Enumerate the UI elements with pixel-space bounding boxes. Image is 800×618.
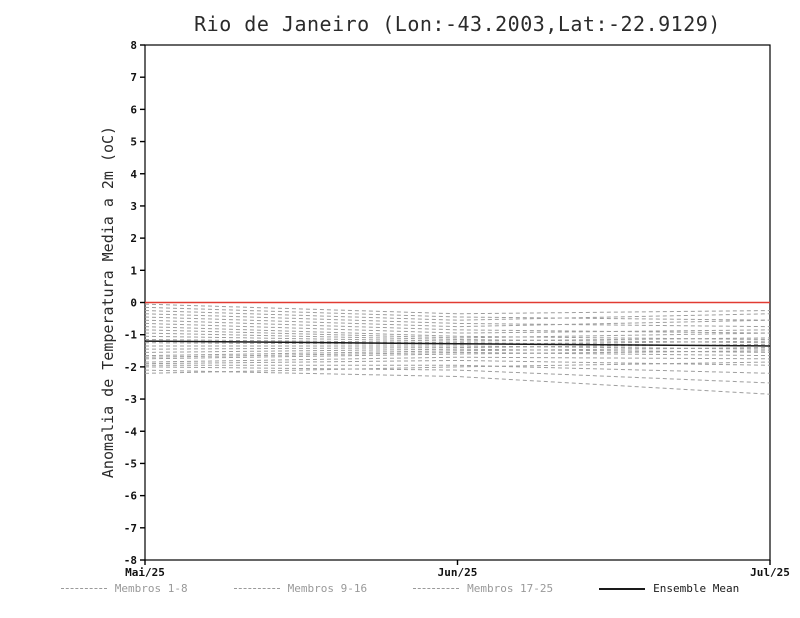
legend-label: Membros 9-16 xyxy=(287,582,368,595)
svg-text:-2: -2 xyxy=(124,361,137,374)
svg-text:5: 5 xyxy=(130,136,137,149)
svg-text:Jun/25: Jun/25 xyxy=(438,566,478,579)
legend-label: Ensemble Mean xyxy=(653,582,740,595)
legend-item-membros-9-16: Membros 9-16 xyxy=(233,582,368,595)
svg-text:-5: -5 xyxy=(124,457,137,470)
svg-text:4: 4 xyxy=(130,168,137,181)
legend-item-ensemble-mean: Ensemble Mean xyxy=(599,582,739,595)
chart-title: Rio de Janeiro (Lon:-43.2003,Lat:-22.912… xyxy=(194,12,721,36)
svg-text:Jul/25: Jul/25 xyxy=(750,566,790,579)
svg-text:-4: -4 xyxy=(124,425,138,438)
svg-text:-1: -1 xyxy=(124,329,138,342)
legend-item-membros-1-8: Membros 1-8 xyxy=(60,582,188,595)
dashed-line-sample-icon xyxy=(233,588,280,589)
legend-label: Membros 17-25 xyxy=(467,582,554,595)
svg-text:Mai/25: Mai/25 xyxy=(125,566,165,579)
dashed-line-sample-icon xyxy=(60,588,107,589)
svg-text:0: 0 xyxy=(130,297,137,310)
svg-text:7: 7 xyxy=(130,71,137,84)
svg-text:-8: -8 xyxy=(124,554,137,567)
svg-text:1: 1 xyxy=(130,264,137,277)
svg-text:8: 8 xyxy=(130,39,137,52)
svg-text:2: 2 xyxy=(130,232,137,245)
svg-text:6: 6 xyxy=(130,103,137,116)
dashed-line-sample-icon xyxy=(413,588,460,589)
chart-legend: Membros 1-8 Membros 9-16 Membros 17-25 E… xyxy=(0,582,800,595)
svg-text:-6: -6 xyxy=(124,490,138,503)
svg-text:-3: -3 xyxy=(124,393,137,406)
svg-text:-7: -7 xyxy=(124,522,137,535)
solid-line-sample-icon xyxy=(599,587,646,590)
svg-text:3: 3 xyxy=(130,200,137,213)
legend-label: Membros 1-8 xyxy=(114,582,188,595)
legend-item-membros-17-25: Membros 17-25 xyxy=(413,582,553,595)
